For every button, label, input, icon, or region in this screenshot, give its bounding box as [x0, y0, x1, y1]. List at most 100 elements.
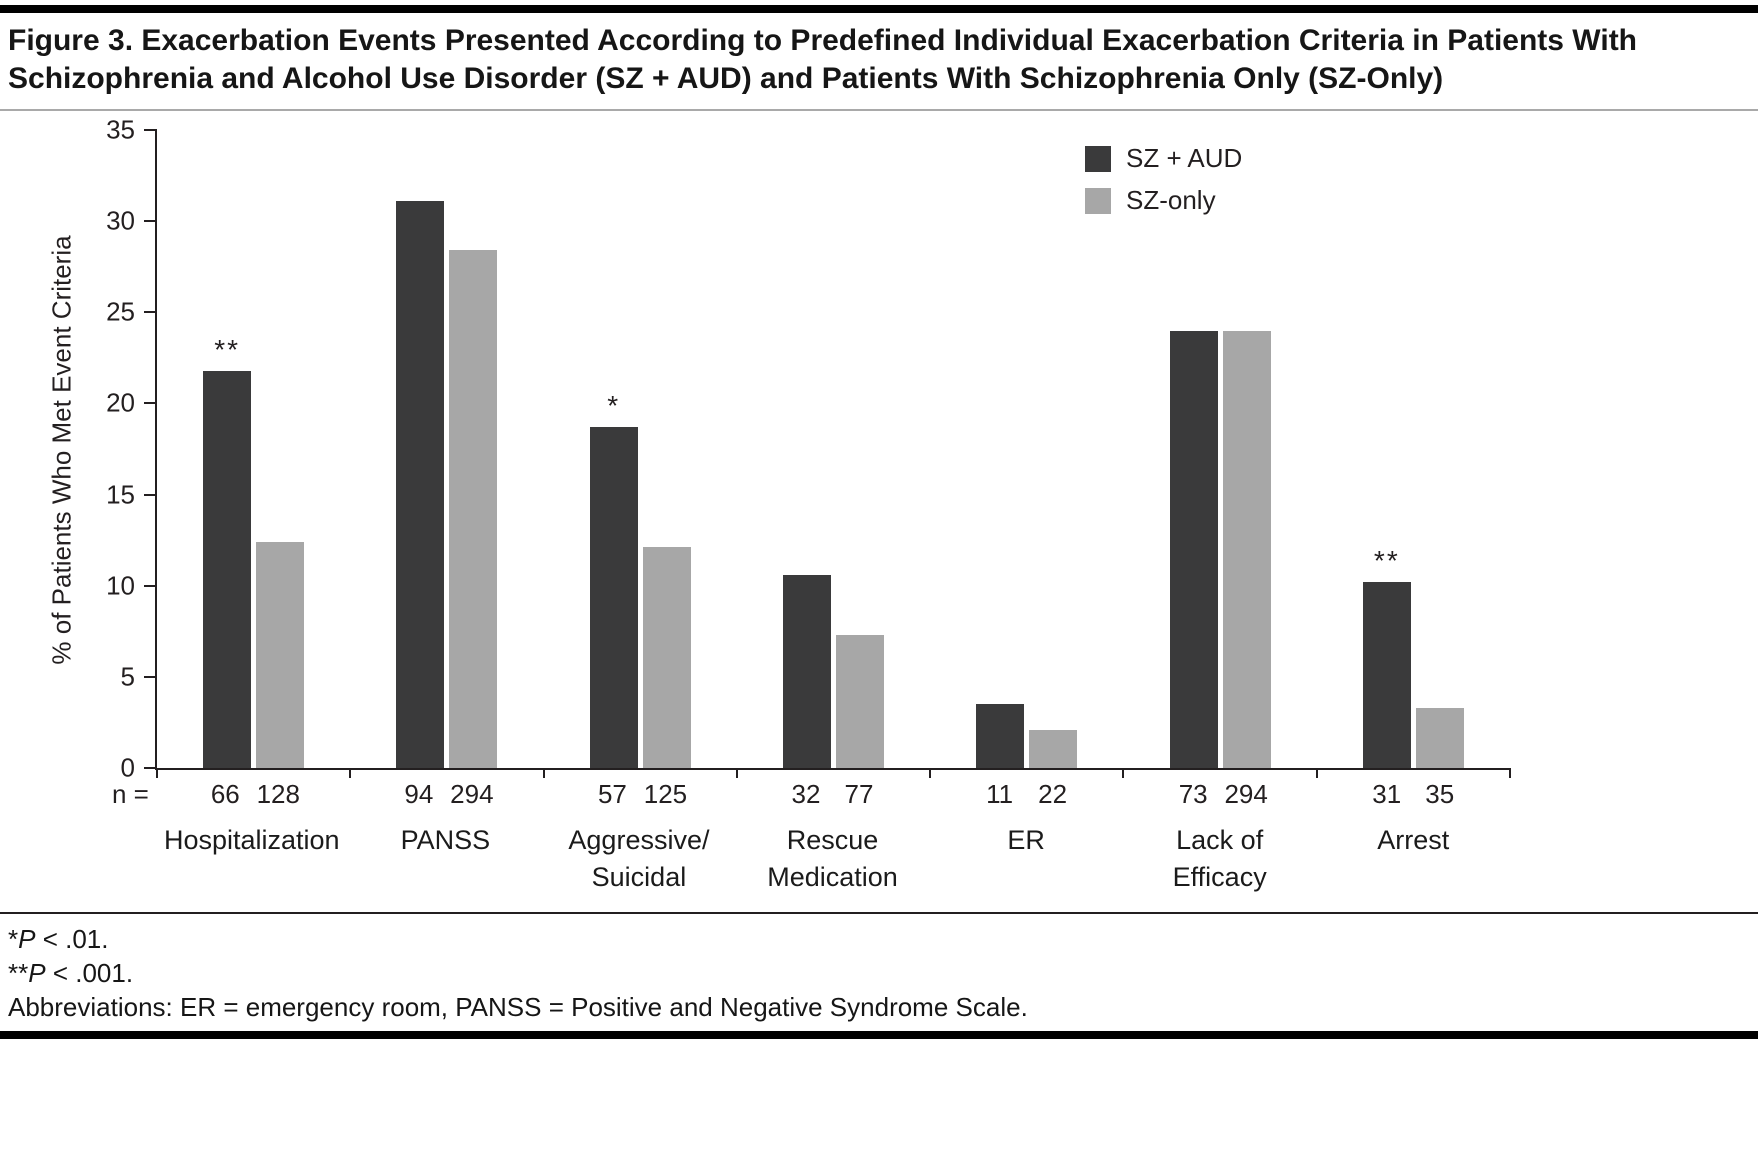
n-cell: 32 77 — [736, 779, 930, 810]
footnote-stars: ** — [8, 958, 29, 988]
y-tick-label: 10 — [106, 570, 135, 601]
y-tick — [144, 220, 157, 223]
bar-sz-only — [1415, 707, 1464, 768]
figure-title: Figure 3. Exacerbation Events Presented … — [8, 24, 1638, 95]
bar-sz-aud — [782, 574, 831, 768]
footnote-threshold: < .001. — [45, 958, 134, 988]
footnote-abbreviations: Abbreviations: ER = emergency room, PANS… — [8, 992, 1028, 1022]
top-rule — [0, 5, 1758, 13]
y-tick — [144, 311, 157, 314]
n-value: 11 — [986, 779, 1014, 809]
bar-sz-only — [256, 541, 305, 768]
plot-area: ** * ** 0 5 10 15 20 25 30 35 — [106, 115, 1511, 783]
footnote-threshold: < .01. — [35, 924, 109, 954]
bar-groups: ** * ** — [157, 130, 1510, 768]
footnote-p-symbol: P — [28, 958, 46, 988]
footnote-p-symbol: P — [18, 924, 36, 954]
legend: SZ + AUD SZ-only — [1085, 143, 1242, 216]
x-tick — [1509, 768, 1511, 778]
n-value: 66 — [210, 779, 240, 809]
bar-column — [1029, 130, 1078, 768]
x-tick — [735, 768, 738, 778]
n-equals-label: n = — [112, 779, 149, 809]
legend-label-sz-aud: SZ + AUD — [1126, 143, 1243, 173]
legend-swatch-sz-aud — [1085, 145, 1111, 172]
bar-sz-aud — [589, 427, 638, 768]
bar-column: ** — [1362, 130, 1411, 768]
n-cell: 31 35 — [1316, 779, 1510, 810]
bar-sz-aud — [976, 704, 1025, 768]
n-value: 77 — [844, 779, 874, 809]
y-tick — [144, 402, 157, 405]
y-axis-title: % of Patients Who Met Event Criteria — [46, 235, 77, 665]
y-tick-label: 20 — [106, 387, 135, 418]
bar-group — [930, 130, 1123, 768]
n-value: 35 — [1425, 779, 1455, 809]
bar-column — [1222, 130, 1271, 768]
bar-column — [976, 130, 1025, 768]
y-tick — [144, 767, 157, 769]
n-value: 73 — [1178, 779, 1208, 809]
bar-group — [1123, 130, 1316, 768]
x-tick — [542, 768, 545, 778]
n-value: 31 — [1372, 779, 1402, 809]
bar-column — [835, 130, 884, 768]
n-value: 128 — [256, 779, 300, 809]
n-value: 22 — [1038, 779, 1068, 809]
bar-column — [782, 130, 831, 768]
bar-sz-aud — [203, 370, 252, 768]
category-label: ER — [1007, 825, 1045, 855]
category-label: Arrest — [1377, 825, 1450, 855]
bar-group: ** — [1317, 130, 1510, 768]
x-tick — [1122, 768, 1125, 778]
y-tick-label: 15 — [106, 479, 135, 510]
category-label: Aggressive/Suicidal — [568, 825, 710, 892]
n-cell: 57 125 — [542, 779, 736, 810]
category-labels-row: Hospitalization PANSS Aggressive/Suicidal R… — [155, 822, 1510, 896]
y-tick-label: 0 — [120, 752, 135, 783]
x-tick — [349, 768, 352, 778]
footnote-stars: * — [8, 924, 19, 954]
category-label: PANSS — [400, 825, 491, 855]
n-value: 294 — [1224, 779, 1268, 809]
legend-swatch-sz-only — [1085, 187, 1111, 214]
bar-sz-aud — [1362, 582, 1411, 768]
n-value: 94 — [404, 779, 434, 809]
category-label: Rescue Medication — [767, 825, 898, 892]
bar-group — [350, 130, 543, 768]
category-label: Hospitalization — [163, 825, 340, 855]
y-tick-label: 25 — [106, 296, 135, 327]
bar-column — [642, 130, 691, 768]
x-tick — [156, 768, 158, 778]
n-value: 32 — [791, 779, 821, 809]
x-tick — [1315, 768, 1318, 778]
bar-column — [1169, 130, 1218, 768]
y-tick-label: 5 — [120, 661, 135, 692]
n-value: 125 — [643, 779, 688, 809]
significance-marker: ** — [1373, 545, 1400, 577]
y-tick — [144, 675, 157, 678]
bar-group: ** — [157, 130, 350, 768]
bar-sz-only — [642, 547, 691, 768]
legend-label-sz-only: SZ-only — [1126, 185, 1216, 215]
bottom-rule — [0, 1031, 1758, 1039]
bar-column — [449, 130, 498, 768]
y-tick-label: 35 — [106, 114, 135, 145]
bar-sz-aud — [1169, 330, 1218, 768]
legend-item-sz-aud: SZ + AUD — [1085, 143, 1242, 174]
y-tick — [144, 129, 157, 131]
n-cell: 11 22 — [929, 779, 1123, 810]
n-value: 294 — [450, 779, 494, 809]
significance-marker: * — [607, 390, 621, 422]
bar-column: * — [589, 130, 638, 768]
bar-sz-only — [449, 250, 498, 768]
significance-marker: ** — [214, 333, 241, 365]
bar-column — [396, 130, 445, 768]
n-cell: 66 128 — [155, 779, 349, 810]
y-tick — [144, 493, 157, 496]
bar-sz-only — [835, 634, 884, 768]
footnote-divider — [0, 912, 1758, 914]
bar-column — [256, 130, 305, 768]
n-cell: 73 294 — [1123, 779, 1317, 810]
